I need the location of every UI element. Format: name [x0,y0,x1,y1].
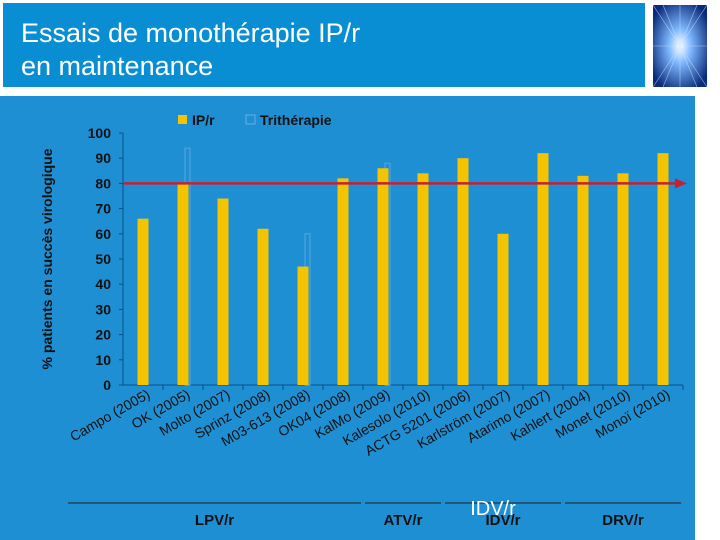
slide-header: Essais de monothérapie IP/r en maintenan… [0,0,720,92]
y-tick-label: 0 [103,377,111,393]
group-label: IDV/r [485,512,520,529]
threshold-arrowhead [675,178,687,189]
y-axis-title: % patients en succès virologique [39,148,55,369]
title-banner: Essais de monothérapie IP/r en maintenan… [3,3,645,87]
bar-ipr [297,266,309,385]
bar-ipr [377,168,389,385]
legend-label-ipr: IP/r [192,112,215,128]
group-label: LPV/r [195,512,234,529]
bar-ipr [257,228,269,385]
starburst-logo-icon [653,5,707,87]
y-tick-label: 50 [95,251,111,267]
group-annotation: IDV/r [470,498,516,520]
bar-ipr [417,173,429,385]
bar-ipr [217,198,229,385]
legend-swatch-ipr [178,115,187,124]
bar-ipr [657,153,669,385]
page-number: 14 [703,525,712,534]
group-label: ATV/r [384,512,423,529]
y-tick-label: 30 [95,301,111,317]
y-tick-label: 100 [88,125,112,141]
bar-ipr [497,233,509,385]
y-tick-label: 80 [95,175,111,191]
bar-ipr [177,183,189,385]
group-label: DRV/r [602,512,644,529]
bar-ipr [617,173,629,385]
y-tick-label: 40 [95,276,111,292]
y-tick-label: 10 [95,352,111,368]
bar-ipr [457,158,469,385]
y-tick-label: 90 [95,150,111,166]
slide-title: Essais de monothérapie IP/r en maintenan… [21,18,361,81]
y-tick-label: 60 [95,226,111,242]
legend-swatch-tritherapie [245,114,256,125]
bar-ipr [137,218,149,385]
y-tick-label: 70 [95,201,111,217]
bar-ipr [337,178,349,385]
bar-ipr [577,175,589,385]
y-tick-label: 20 [95,327,111,343]
bar-ipr [537,153,549,385]
legend: IP/r Trithérapie [178,112,332,128]
legend-label-tritherapie: Trithérapie [260,112,332,128]
